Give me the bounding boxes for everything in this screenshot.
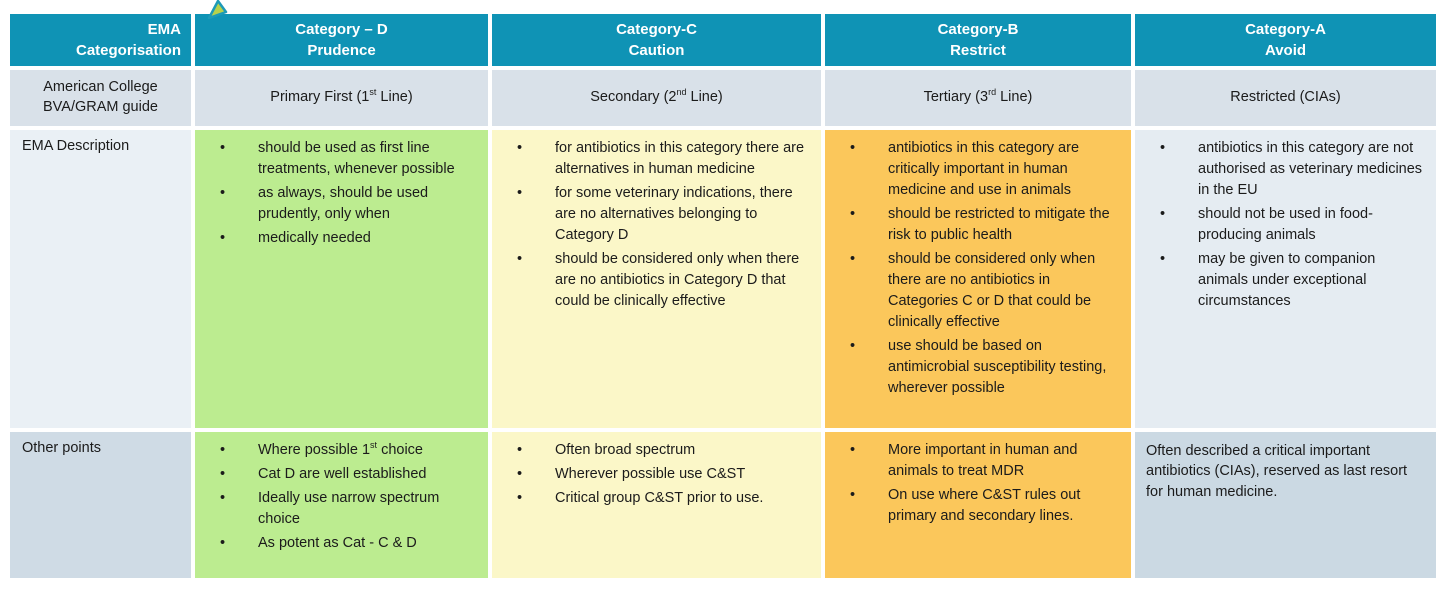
header-category-c: Category-C Caution — [492, 14, 821, 66]
ema-categorisation-table: EMA Categorisation Category – D Prudence… — [6, 10, 1440, 582]
bullet-list: Where possible 1st choice Cat D are well … — [196, 433, 487, 554]
bullet-list: antibiotics in this category are not aut… — [1136, 131, 1435, 312]
header-line: Category-B — [937, 21, 1019, 38]
bullet-item: Cat D are well established — [220, 464, 481, 485]
guide-text: Line) — [996, 89, 1033, 106]
bullet-item: More important in human and animals to t… — [850, 440, 1124, 482]
header-line: Restrict — [950, 42, 1006, 59]
header-line: Categorisation — [75, 42, 181, 59]
header-line: Caution — [628, 42, 685, 59]
ordinal-superscript: st — [369, 87, 377, 98]
bullet-list: antibiotics in this category are critica… — [826, 131, 1130, 399]
header-row: EMA Categorisation Category – D Prudence… — [10, 14, 1436, 66]
bullet-item: Wherever possible use C&ST — [517, 464, 814, 485]
guide-label-line: American College — [43, 79, 158, 96]
header-category-d: Category – D Prudence — [195, 14, 488, 66]
header-ema-categorisation: EMA Categorisation — [10, 14, 191, 66]
bullet-item: should be used as first line treatments,… — [220, 138, 481, 180]
ordinal-superscript: rd — [988, 87, 997, 98]
header-line: Prudence — [307, 42, 376, 59]
guide-label-line: BVA/GRAM guide — [43, 99, 158, 115]
bullet-item: Where possible 1st choice — [220, 440, 481, 461]
bullet-item: as always, should be used prudently, onl… — [220, 183, 481, 225]
header-line: Avoid — [1264, 42, 1307, 59]
guide-cell-category-a: Restricted (CIAs) — [1135, 70, 1436, 126]
bullet-list: More important in human and animals to t… — [826, 433, 1130, 527]
guide-text: Primary First (1 — [270, 89, 370, 106]
header-category-a: Category-A Avoid — [1135, 14, 1436, 66]
guide-cell-category-c: Secondary (2nd Line) — [492, 70, 821, 126]
description-row-label: EMA Description — [10, 130, 191, 428]
guide-cell-category-b: Tertiary (3rd Line) — [825, 70, 1131, 126]
guide-row: American College BVA/GRAM guide Primary … — [10, 70, 1436, 126]
bullet-list: for antibiotics in this category there a… — [493, 131, 820, 312]
bullet-item: for some veterinary indications, there a… — [517, 183, 814, 246]
header-line: Category – D — [295, 21, 388, 38]
bullet-item: should be considered only when there are… — [850, 249, 1124, 333]
bullet-list: Often broad spectrum Wherever possible us… — [493, 433, 820, 509]
description-row: EMA Description should be used as first … — [10, 130, 1436, 428]
pointer-cursor-icon — [206, 0, 232, 20]
bullet-item: Often broad spectrum — [517, 440, 814, 461]
ordinal-superscript: nd — [676, 87, 687, 98]
bullet-item: Critical group C&ST prior to use. — [517, 488, 814, 509]
description-category-a: antibiotics in this category are not aut… — [1135, 130, 1436, 428]
bullet-item: On use where C&ST rules out primary and … — [850, 485, 1124, 527]
bullet-item: antibiotics in this category are critica… — [850, 138, 1124, 201]
header-line: Category-A — [1245, 21, 1326, 38]
bullet-item: may be given to companion animals under … — [1160, 249, 1429, 312]
other-points-category-c: Often broad spectrum Wherever possible us… — [492, 432, 821, 578]
description-category-d: should be used as first line treatments,… — [195, 130, 488, 428]
guide-text: Tertiary (3 — [923, 89, 989, 106]
guide-text: Line) — [376, 89, 413, 106]
description-category-c: for antibiotics in this category there a… — [492, 130, 821, 428]
header-category-b: Category-B Restrict — [825, 14, 1131, 66]
bullet-item: use should be based on antimicrobial sus… — [850, 336, 1124, 399]
bullet-item: should be restricted to mitigate the ris… — [850, 204, 1124, 246]
other-points-category-a-text: Often described a critical important ant… — [1146, 443, 1408, 500]
bullet-item: for antibiotics in this category there a… — [517, 138, 814, 180]
bullet-item: antibiotics in this category are not aut… — [1160, 138, 1429, 201]
bullet-list: should be used as first line treatments,… — [196, 131, 487, 249]
other-points-category-b: More important in human and animals to t… — [825, 432, 1131, 578]
header-line: EMA — [147, 21, 181, 38]
guide-cell-category-d: Primary First (1st Line) — [195, 70, 488, 126]
guide-text: Secondary (2 — [590, 89, 677, 106]
other-points-row: Other points Where possible 1st choice Ca… — [10, 432, 1436, 578]
bullet-item: medically needed — [220, 228, 481, 249]
bullet-item: should not be used in food-producing ani… — [1160, 204, 1429, 246]
header-line: Category-C — [616, 21, 697, 38]
guide-text: Line) — [686, 89, 723, 106]
bullet-item: Ideally use narrow spectrum choice — [220, 488, 481, 530]
other-points-row-label: Other points — [10, 432, 191, 578]
bullet-item: should be considered only when there are… — [517, 249, 814, 312]
guide-row-label: American College BVA/GRAM guide — [10, 70, 191, 126]
bullet-item: As potent as Cat - C & D — [220, 533, 481, 554]
other-points-category-d: Where possible 1st choice Cat D are well … — [195, 432, 488, 578]
description-category-b: antibiotics in this category are critica… — [825, 130, 1131, 428]
guide-text: Restricted (CIAs) — [1230, 89, 1341, 106]
other-points-category-a: Often described a critical important ant… — [1135, 432, 1436, 578]
